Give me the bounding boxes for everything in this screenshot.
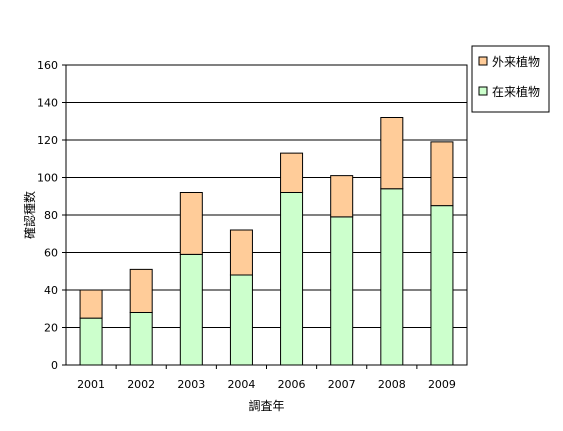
y-tick-label: 20 — [44, 322, 58, 335]
bar-segment-native-2003 — [179, 253, 203, 366]
bar-segment-alien-2001 — [79, 289, 103, 319]
y-tick-label: 60 — [44, 247, 58, 260]
y-tick-label: 80 — [44, 209, 58, 222]
legend-label: 在来植物 — [492, 84, 540, 99]
x-tick-label: 2004 — [227, 378, 255, 391]
x-axis-title: 調査年 — [248, 399, 284, 413]
bar-segment-native-2004 — [229, 274, 253, 366]
x-tick-label: 2003 — [177, 378, 205, 391]
bar-segment-alien-2006 — [280, 152, 304, 193]
bars — [79, 117, 454, 366]
bar-segment-native-2006 — [280, 192, 304, 366]
bar-segment-native-2002 — [129, 312, 153, 366]
legend-swatch — [478, 86, 488, 96]
x-tick-label: 2009 — [428, 378, 456, 391]
y-axis-ticks: 0 20 40 60 80 100 120 140 160 — [37, 59, 66, 372]
bar-segment-native-2009 — [430, 205, 454, 366]
bar-segment-alien-2004 — [229, 229, 253, 276]
bar-segment-alien-2009 — [430, 141, 454, 207]
y-tick-label: 160 — [37, 59, 58, 72]
bar-segment-alien-2002 — [129, 268, 153, 313]
bar-segment-alien-2007 — [330, 175, 354, 218]
x-axis-ticks: 2001 2002 2003 2004 2006 2007 2008 2009 — [77, 365, 456, 391]
y-tick-label: 40 — [44, 284, 58, 297]
bar-segment-native-2008 — [380, 188, 404, 366]
bar-segment-alien-2008 — [380, 117, 404, 190]
y-axis-title: 確認種数 — [22, 191, 37, 239]
y-tick-label: 100 — [37, 172, 58, 185]
x-tick-label: 2007 — [328, 378, 356, 391]
x-tick-label: 2008 — [378, 378, 406, 391]
x-tick-label: 2006 — [278, 378, 306, 391]
x-tick-label: 2002 — [127, 378, 155, 391]
y-tick-label: 0 — [51, 359, 58, 372]
x-tick-label: 2001 — [77, 378, 105, 391]
legend-label: 外来植物 — [492, 54, 540, 69]
bar-segment-alien-2003 — [179, 192, 203, 255]
y-tick-label: 140 — [37, 97, 58, 110]
legend-swatch — [478, 56, 488, 66]
y-tick-label: 120 — [37, 134, 58, 147]
bar-segment-native-2007 — [330, 216, 354, 366]
bar-segment-native-2001 — [79, 317, 103, 366]
